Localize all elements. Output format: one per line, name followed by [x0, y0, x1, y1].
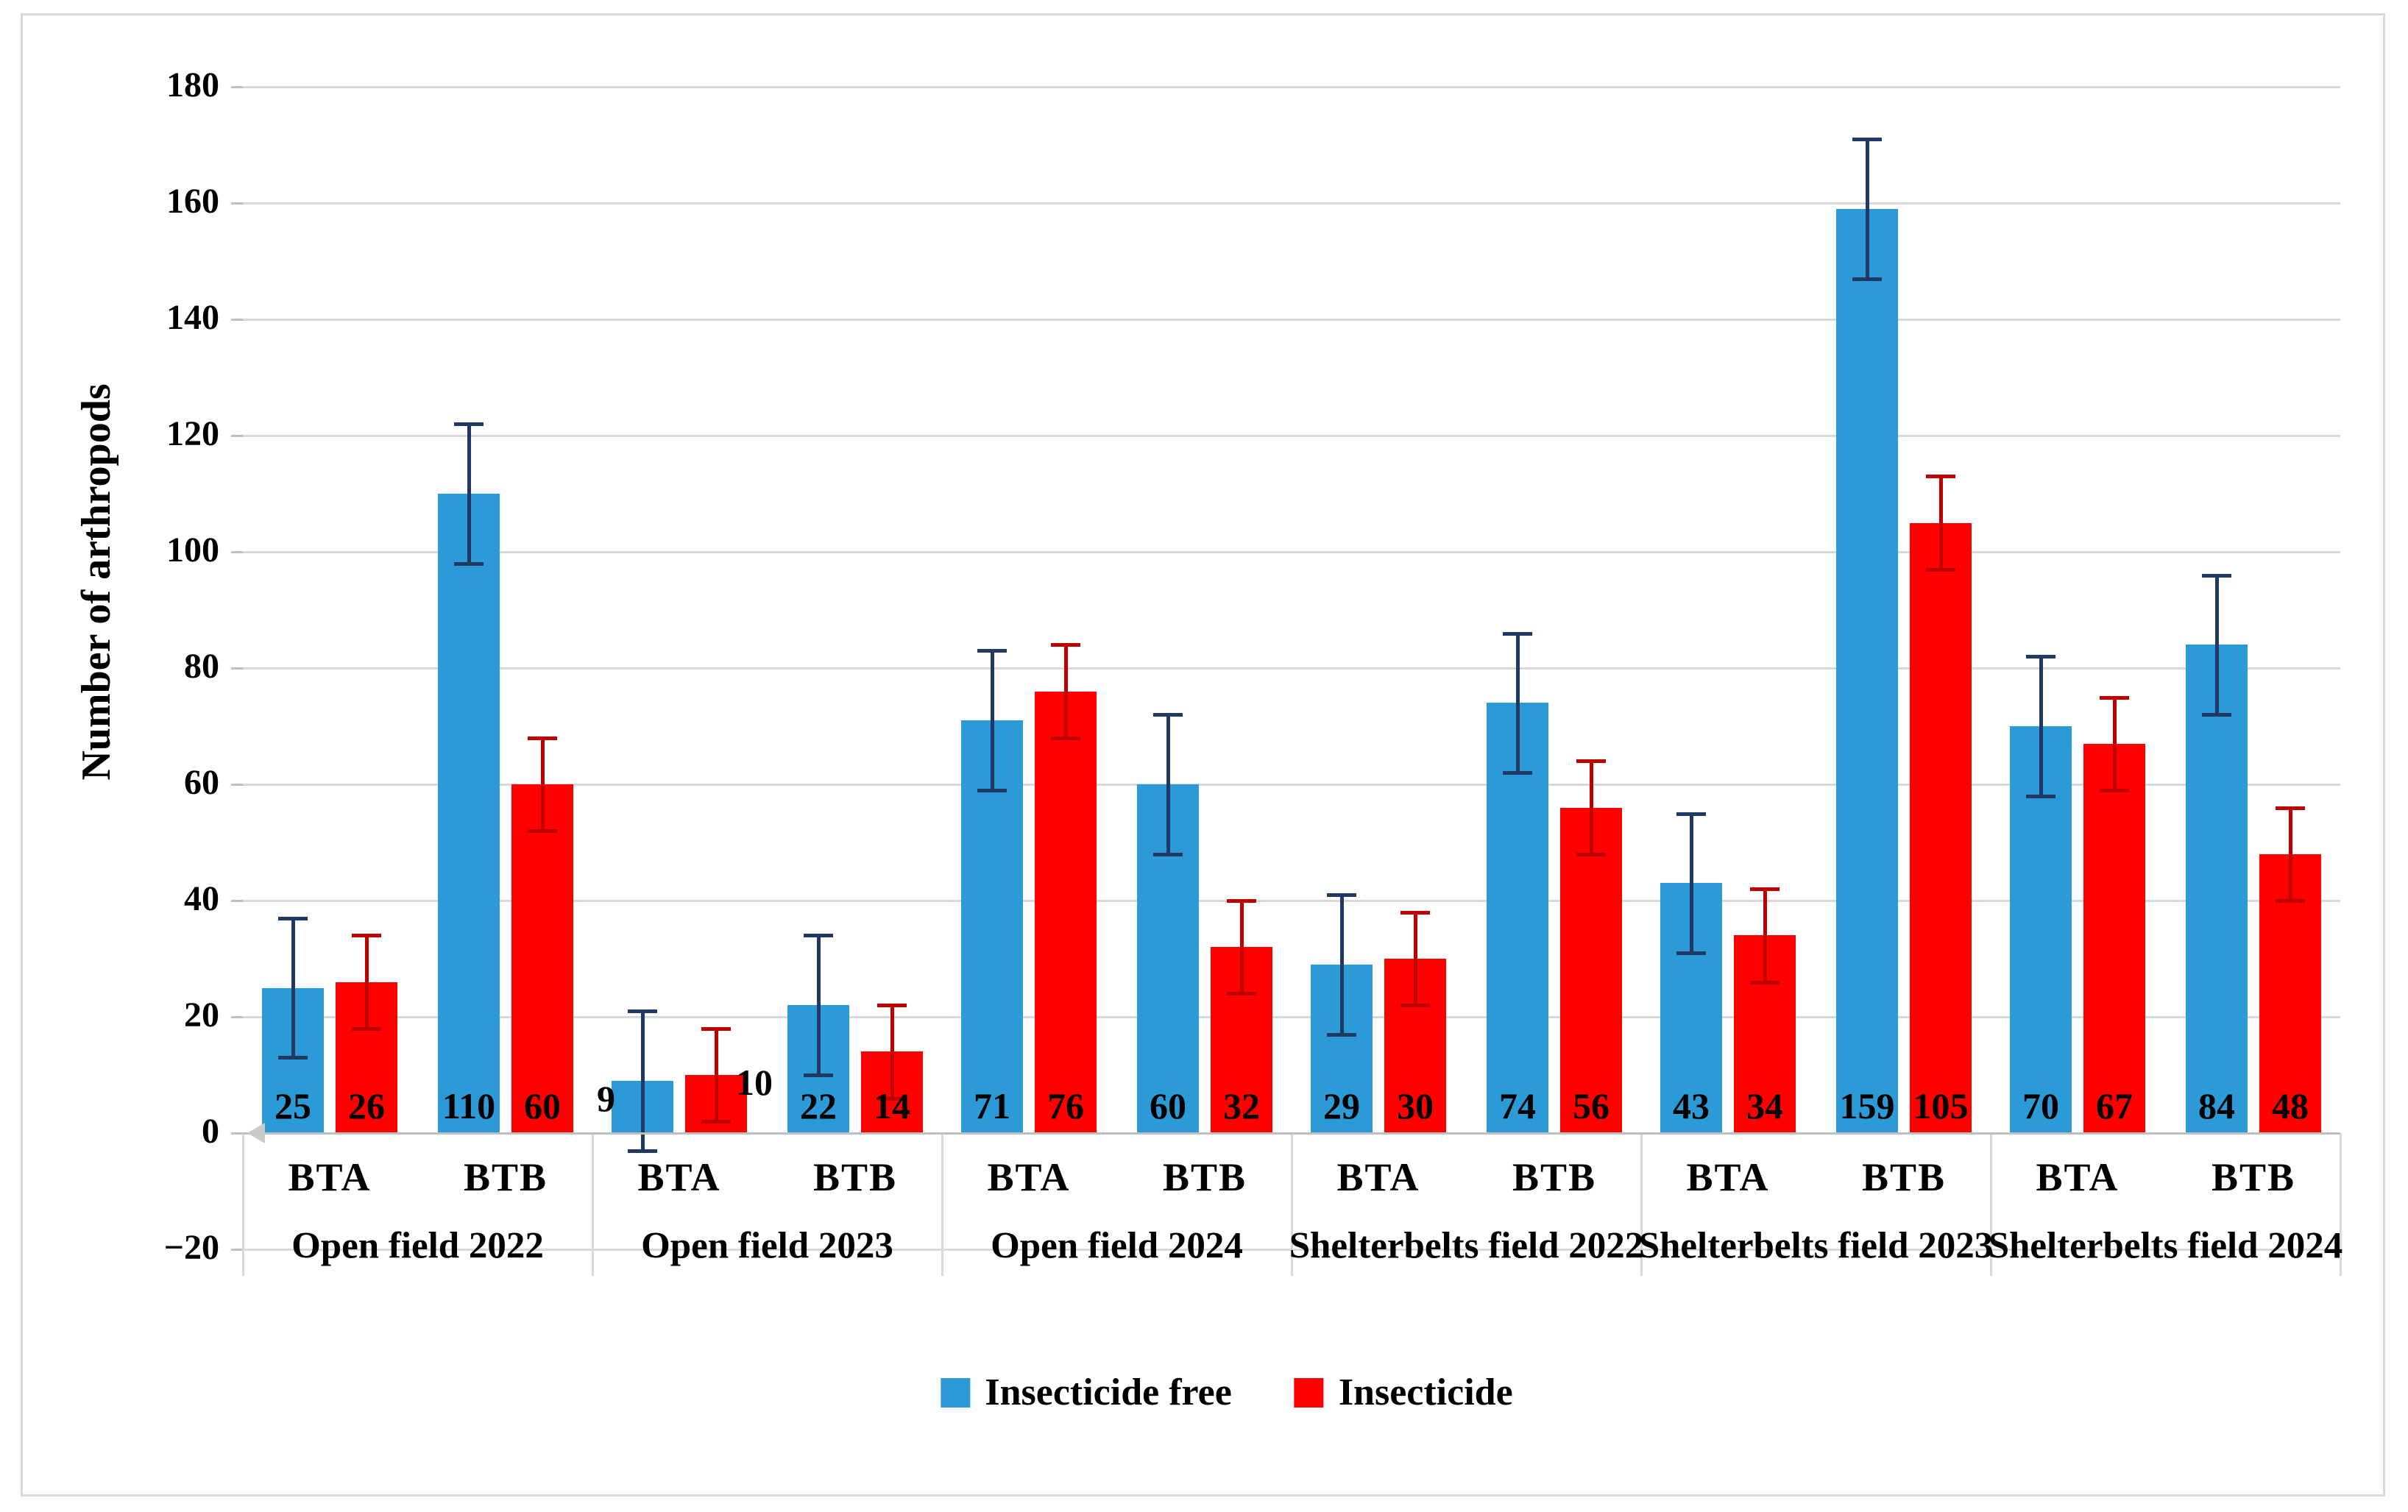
legend-swatch-insecticide-free — [941, 1378, 971, 1408]
figure-border: Number of arthropods Insecticide free In… — [21, 13, 2385, 1497]
legend-item-insecticide: Insecticide — [1294, 1371, 1513, 1413]
y-axis-title: Number of arthropods — [74, 383, 119, 781]
legend-label: Insecticide — [1338, 1371, 1513, 1413]
legend-label: Insecticide free — [985, 1371, 1232, 1413]
legend: Insecticide free Insecticide — [941, 1371, 1513, 1413]
legend-swatch-insecticide — [1294, 1378, 1324, 1408]
legend-item-insecticide-free: Insecticide free — [941, 1371, 1232, 1413]
